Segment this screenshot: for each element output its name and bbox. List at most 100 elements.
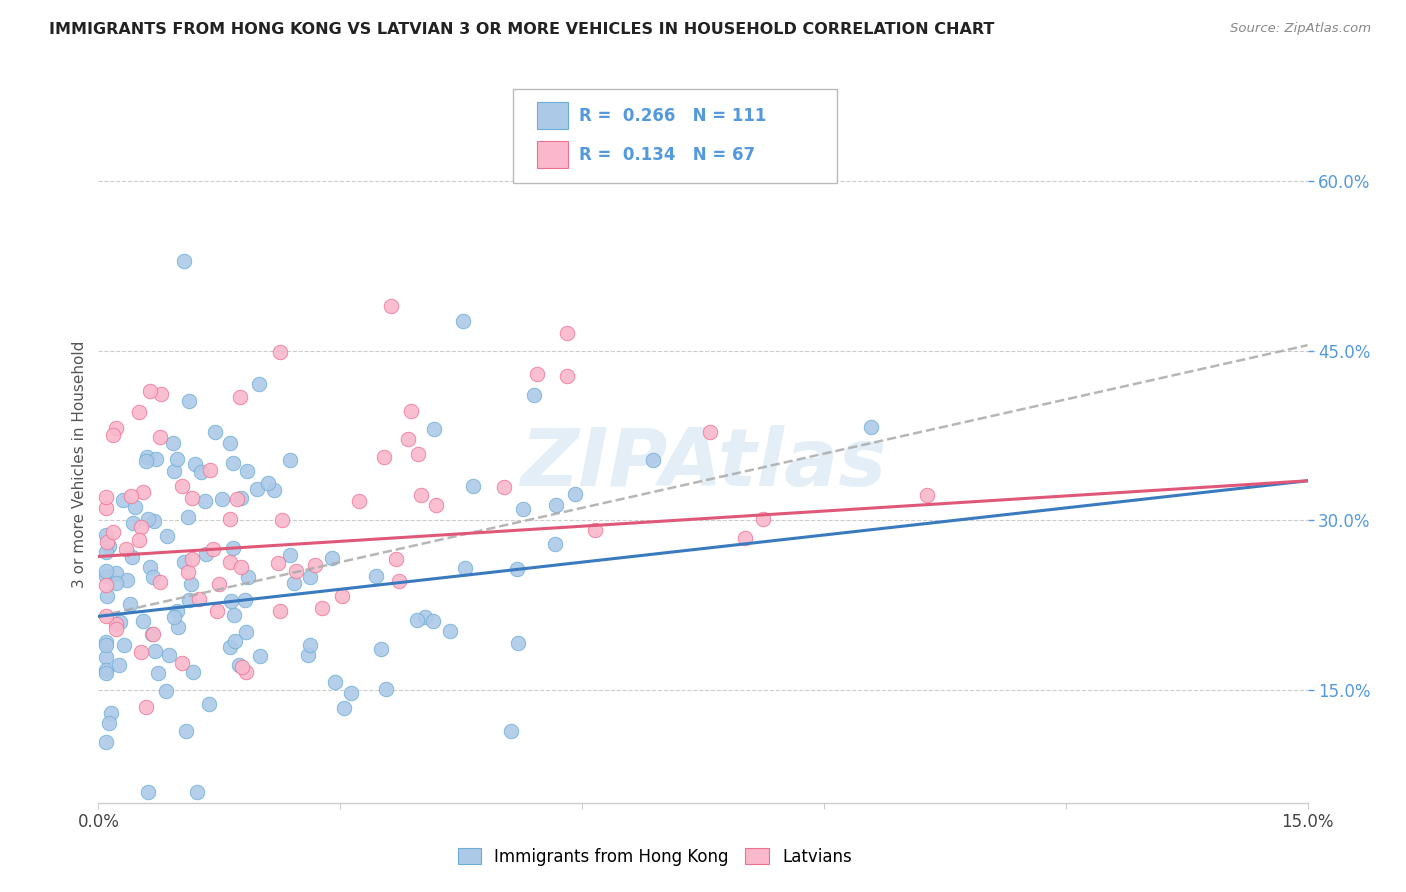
Point [112, 638, 135, 652]
Point [134, 454, 156, 468]
Point [143, 514, 166, 528]
Point [202, 542, 225, 557]
Point [105, 566, 128, 581]
Point [218, 640, 240, 654]
Point [405, 614, 427, 628]
Point [915, 488, 938, 502]
Point [198, 462, 221, 476]
Point [149, 430, 172, 444]
Point [422, 422, 444, 436]
Point [96, 491, 118, 505]
Legend: Immigrants from Hong Kong, Latvians: Immigrants from Hong Kong, Latvians [451, 841, 859, 872]
Point [181, 491, 204, 505]
Point [219, 555, 242, 569]
Point [422, 614, 444, 628]
Point [143, 644, 166, 658]
Point [135, 700, 157, 714]
Point [177, 510, 200, 524]
Point [211, 492, 233, 507]
Point [204, 425, 226, 439]
Point [271, 513, 294, 527]
Point [333, 701, 356, 715]
Point [413, 610, 436, 624]
Point [311, 601, 333, 615]
Point [499, 723, 522, 738]
Point [96, 650, 118, 665]
Point [236, 570, 259, 584]
Point [142, 569, 165, 583]
Point [226, 492, 249, 507]
Point [190, 466, 212, 480]
Point [269, 604, 291, 618]
Point [330, 589, 353, 603]
Point [96, 608, 118, 623]
Point [557, 326, 579, 340]
Point [375, 682, 398, 697]
Point [156, 529, 179, 543]
Point [96, 638, 118, 652]
Point [236, 463, 259, 477]
Point [104, 575, 127, 590]
Point [98, 539, 121, 553]
Point [347, 493, 370, 508]
Point [546, 498, 568, 512]
Point [406, 447, 429, 461]
Point [96, 564, 118, 578]
Point [132, 484, 155, 499]
Point [180, 576, 202, 591]
Point [323, 674, 346, 689]
Point [194, 494, 217, 508]
Point [179, 592, 201, 607]
Text: R =  0.266   N = 111: R = 0.266 N = 111 [579, 107, 766, 125]
Point [235, 625, 257, 640]
Point [198, 697, 221, 711]
Point [699, 425, 721, 439]
Point [370, 641, 392, 656]
Point [121, 516, 143, 530]
Point [388, 574, 411, 589]
Point [233, 593, 256, 607]
Point [285, 564, 308, 578]
Point [142, 627, 165, 641]
Point [229, 390, 252, 404]
Point [229, 491, 252, 505]
Point [247, 377, 270, 392]
Point [136, 784, 159, 798]
Point [425, 498, 447, 512]
Point [399, 404, 422, 418]
Point [157, 648, 180, 662]
Point [108, 657, 131, 672]
Text: Source: ZipAtlas.com: Source: ZipAtlas.com [1230, 22, 1371, 36]
Point [105, 622, 128, 636]
Point [104, 616, 127, 631]
Point [453, 561, 475, 575]
Point [186, 784, 208, 798]
Point [219, 512, 242, 526]
Point [257, 476, 280, 491]
Point [373, 450, 395, 465]
Point [101, 427, 124, 442]
Point [128, 404, 150, 418]
Point [304, 558, 326, 572]
Point [222, 607, 245, 622]
Point [544, 536, 567, 550]
Point [564, 486, 586, 500]
Point [129, 520, 152, 534]
Point [96, 535, 118, 549]
Point [299, 569, 322, 583]
Point [194, 547, 217, 561]
Point [166, 451, 188, 466]
Text: ZIPAtlas: ZIPAtlas [520, 425, 886, 503]
Point [297, 648, 319, 663]
Point [555, 369, 578, 384]
Point [138, 512, 160, 526]
Point [219, 594, 242, 608]
Point [218, 436, 240, 450]
Point [163, 464, 186, 478]
Point [184, 458, 207, 472]
Point [132, 615, 155, 629]
Point [396, 432, 419, 446]
Point [173, 253, 195, 268]
Y-axis label: 3 or more Vehicles in Household: 3 or more Vehicles in Household [72, 340, 87, 588]
Point [523, 388, 546, 402]
